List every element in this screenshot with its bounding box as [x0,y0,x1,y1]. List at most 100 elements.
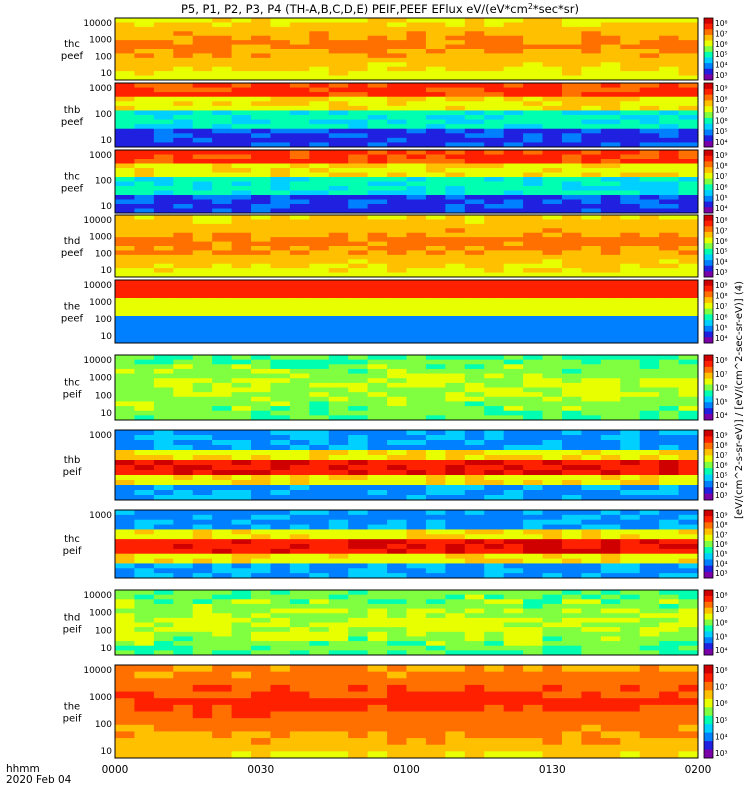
heat-cell [561,35,582,41]
heat-cell [464,115,485,121]
heat-cell [328,603,349,610]
heat-cell [328,280,349,285]
heat-cell [678,219,699,225]
heat-cell [367,704,388,712]
heat-cell [251,219,271,225]
heat-cell [581,272,602,278]
heat-cell [523,510,544,516]
heat-cell [484,325,505,330]
heat-cell [134,142,155,148]
heat-cell [212,678,233,686]
heat-cell [523,228,544,234]
heat-cell [561,558,582,564]
heat-cell [367,738,388,746]
heat-cell [270,368,291,375]
heat-cell [289,280,310,285]
heat-cell [192,613,213,619]
heat-cell [542,410,563,416]
heat-cell [561,119,582,125]
heat-cell [289,71,310,77]
heat-cell [328,698,349,706]
heat-cell [561,704,582,712]
heat-cell [464,613,485,619]
heat-cell [445,272,466,278]
heat-cell [387,608,407,614]
heat-cell [639,480,660,486]
heat-cell [425,49,446,54]
heat-cell [270,415,291,421]
heat-cell [153,524,174,530]
heat-cell [192,168,213,173]
heat-cell [620,66,641,72]
heat-cell [561,329,582,335]
heat-cell [542,66,563,72]
heat-cell [134,460,155,466]
heat-cell [659,181,680,187]
heat-cell [620,514,641,521]
heat-cell [328,539,349,545]
heat-cell [581,62,602,68]
heat-cell [464,534,485,540]
heat-cell [523,199,544,205]
heat-cell [173,195,194,200]
heat-cell [115,254,135,260]
heat-cell [270,105,291,111]
heat-cell [425,650,446,656]
heat-cell [406,401,427,407]
heat-cell [134,71,155,77]
heat-cell [192,101,213,107]
heat-cell [523,401,544,407]
heat-cell [659,435,680,441]
heat-cell [387,128,407,134]
heat-cell [251,387,271,393]
heat-cell [387,636,407,642]
heat-cell [581,378,602,384]
heat-cell [484,190,505,196]
heat-cell [639,219,660,225]
heat-cell [581,671,602,679]
heat-cell [659,62,680,68]
heat-cell [659,613,680,619]
heat-cell [309,573,330,579]
y-tick-label: 1000 [89,431,112,441]
heat-cell [153,137,174,143]
heat-cell [406,150,427,155]
heat-cell [464,548,485,555]
heat-cell [406,18,427,23]
heat-cell [523,311,544,317]
heat-cell [523,22,544,28]
heat-cell [192,137,213,143]
heat-cell [367,355,388,361]
heat-cell [134,163,155,169]
heat-cell [542,401,563,407]
heat-cell [309,435,330,441]
heat-cell [231,373,252,379]
heat-cell [367,519,388,526]
heat-cell [659,641,680,647]
heat-cell [659,665,680,673]
heat-cell [425,698,446,706]
heat-cell [387,204,407,209]
heat-cell [173,440,194,446]
heat-cell [173,320,194,326]
heat-cell [445,744,466,752]
heat-cell [173,128,194,134]
heat-cell [251,241,271,247]
heat-cell [348,392,369,398]
heat-cell [289,124,310,130]
heat-cell [600,368,621,375]
heat-cell [251,558,271,564]
heat-cell [348,671,369,679]
heat-cell [367,534,388,540]
heat-cell [231,199,252,205]
heat-cell [134,325,155,330]
heat-cell [581,475,602,481]
heat-cell [620,334,641,339]
heat-cell [153,490,174,496]
colorbar-tick-label: 10⁸ [715,216,728,225]
heat-cell [270,119,291,125]
heat-cell [600,392,621,398]
heat-cell [289,645,310,651]
heat-cell [639,751,660,759]
